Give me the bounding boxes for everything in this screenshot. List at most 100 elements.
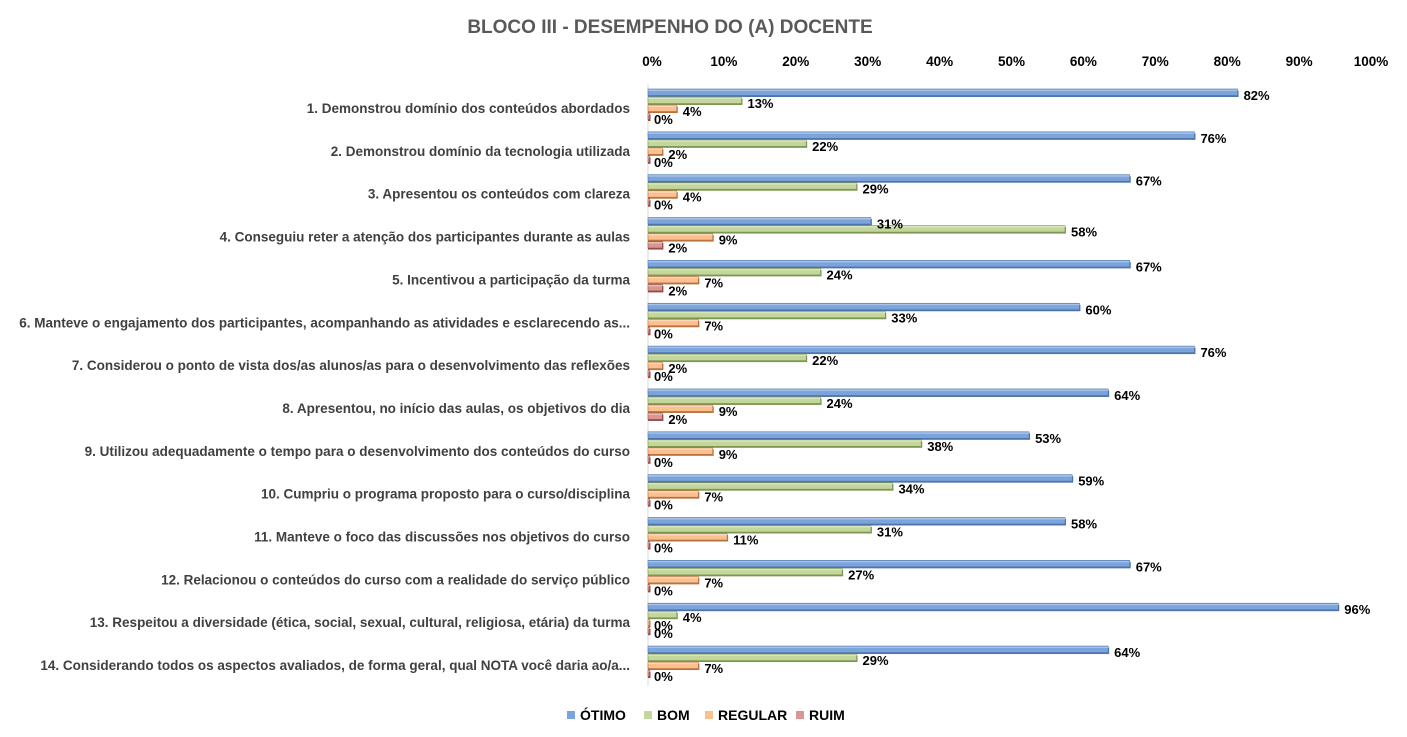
data-label: 9% xyxy=(719,233,738,248)
bar-highlight xyxy=(648,268,821,271)
bar-highlight xyxy=(648,534,728,536)
bar xyxy=(647,568,843,576)
category-label: 8. Apresentou, no início das aulas, os o… xyxy=(282,401,630,416)
bar-regular-11 xyxy=(647,533,729,542)
bar-highlight xyxy=(648,448,713,450)
data-label: 76% xyxy=(1200,131,1226,146)
x-tick-label: 40% xyxy=(926,54,953,69)
bar-regular-7 xyxy=(647,361,664,371)
bar xyxy=(647,517,1066,525)
bar xyxy=(647,147,663,155)
bar xyxy=(647,533,728,541)
bar-highlight xyxy=(648,475,1073,477)
bar-highlight xyxy=(648,389,1109,391)
legend: ÓTIMO BOM REGULAR RUIM xyxy=(567,706,845,723)
bar-highlight xyxy=(648,183,857,185)
category-labels: 1. Demonstrou domínio dos conteúdos abor… xyxy=(19,101,630,673)
bar-highlight xyxy=(648,156,650,158)
bar-regular-13 xyxy=(647,618,651,628)
bar xyxy=(647,310,886,319)
category-label: 14. Considerando todos os aspectos avali… xyxy=(40,658,630,673)
bar-highlight xyxy=(648,654,857,657)
bar xyxy=(647,669,650,677)
data-label: 7% xyxy=(704,490,723,505)
bar xyxy=(647,576,699,584)
bars xyxy=(647,88,1340,679)
data-labels: 82% 76% 67% 31% 67% 60% 76% 64% 53% 59% 58% 67% 96% 6… xyxy=(654,88,1371,684)
data-label: 60% xyxy=(1085,302,1111,317)
bar-ruim-12 xyxy=(647,584,651,593)
data-label: 4% xyxy=(683,610,702,625)
bar-timo-3 xyxy=(647,174,1131,183)
data-label: 9% xyxy=(719,447,738,462)
bar-highlight xyxy=(648,311,886,314)
bar-ruim-14 xyxy=(647,669,651,679)
data-label: 11% xyxy=(733,533,759,548)
bar xyxy=(647,369,650,377)
data-label: 29% xyxy=(863,182,889,197)
category-label: 6. Manteve o engajamento dos participant… xyxy=(19,315,630,330)
data-label: 76% xyxy=(1200,345,1226,360)
bar-highlight xyxy=(648,199,650,201)
bar-highlight xyxy=(648,560,1130,563)
bar xyxy=(647,602,1339,611)
data-label: 53% xyxy=(1035,431,1061,446)
bar xyxy=(647,190,678,198)
bar-highlight xyxy=(648,619,650,622)
bar-timo-10 xyxy=(647,474,1074,483)
bar-regular-6 xyxy=(647,318,700,328)
bar-highlight xyxy=(648,499,650,501)
legend-item-timo: ÓTIMO xyxy=(567,706,626,723)
bar-timo-11 xyxy=(647,517,1067,526)
bar-ruim-6 xyxy=(647,326,651,336)
bar-bom-1 xyxy=(647,96,743,105)
x-axis-ticks: 0% 10% 20% 30% 40% 50% 60% 70% 80% 90% 100% xyxy=(642,54,1388,69)
bar-highlight xyxy=(648,148,663,150)
bar-bom-6 xyxy=(647,310,887,320)
bar xyxy=(647,198,650,206)
data-label: 24% xyxy=(827,396,853,411)
bar-ruim-5 xyxy=(647,284,664,293)
bar-bom-13 xyxy=(647,610,678,620)
bar xyxy=(647,482,893,490)
bar-timo-7 xyxy=(647,345,1196,355)
data-label: 58% xyxy=(1071,517,1097,532)
data-label: 0% xyxy=(654,618,673,633)
data-label: 7% xyxy=(704,275,723,290)
bar xyxy=(647,104,678,112)
data-label: 0% xyxy=(654,198,673,213)
data-label: 31% xyxy=(877,217,903,232)
bar-highlight xyxy=(648,242,663,244)
bar-ruim-10 xyxy=(647,498,651,507)
category-label: 2. Demonstrou domínio da tecnologia util… xyxy=(331,144,631,159)
bar-timo-9 xyxy=(647,431,1031,440)
legend-swatch xyxy=(705,711,713,719)
data-label: 13% xyxy=(747,96,773,111)
bar-highlight xyxy=(648,97,742,99)
bar xyxy=(647,661,699,669)
bar xyxy=(647,284,663,292)
bar xyxy=(647,276,699,284)
legend-item-bom: BOM xyxy=(644,707,690,723)
x-tick-label: 10% xyxy=(710,54,737,69)
bar-highlight xyxy=(648,576,699,579)
category-label: 5. Incentivou a participação da turma xyxy=(392,272,630,287)
data-label: 38% xyxy=(927,439,953,454)
bar-highlight xyxy=(648,662,699,665)
bar xyxy=(647,217,872,225)
x-tick-label: 70% xyxy=(1142,54,1169,69)
bar-bom-7 xyxy=(647,353,808,363)
bar-ruim-8 xyxy=(647,412,664,421)
data-label: 7% xyxy=(704,318,723,333)
data-label: 0% xyxy=(654,669,673,684)
bar xyxy=(647,155,650,163)
bar xyxy=(647,412,663,420)
bar-timo-14 xyxy=(647,645,1110,655)
data-label: 0% xyxy=(654,541,673,556)
bar-timo-5 xyxy=(647,260,1131,269)
data-label: 33% xyxy=(891,310,917,325)
category-label: 1. Demonstrou domínio dos conteúdos abor… xyxy=(307,101,630,116)
bar-highlight xyxy=(648,175,1130,177)
bar-highlight xyxy=(648,526,871,528)
bar-highlight xyxy=(648,362,663,365)
